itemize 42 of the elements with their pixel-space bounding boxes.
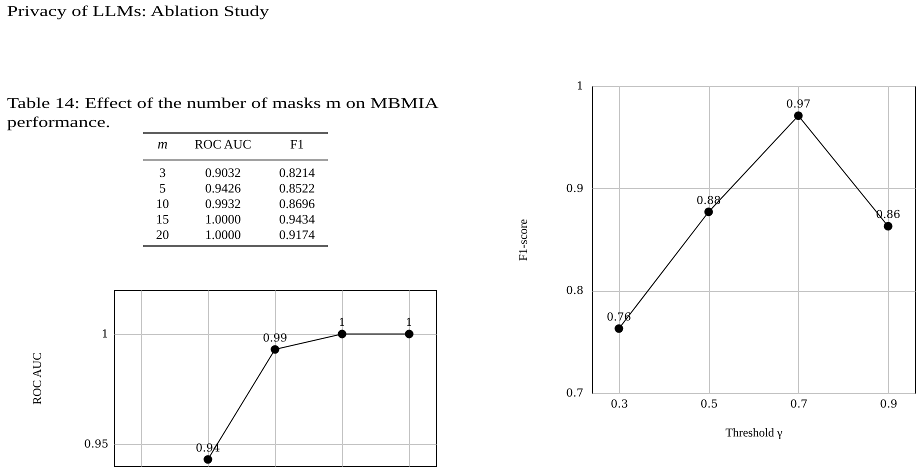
y-tick-label: 20 — [156, 227, 169, 242]
y-tick-label: 0.9 — [566, 182, 584, 195]
chart-title: Table 14: Effect of the number of masks m on MBMIA performance. — [7, 95, 439, 133]
data-label: 0.99 — [262, 331, 288, 344]
point — [338, 330, 346, 338]
data-label: 0.8214 — [279, 164, 316, 180]
data-label: 0.8696 — [279, 196, 316, 211]
point — [614, 324, 624, 333]
x-tick-label: 0.5 — [700, 398, 718, 410]
x-tick-label: F1 — [290, 136, 304, 152]
point — [270, 345, 280, 354]
data-label: 1 — [338, 316, 346, 329]
data-label: 0.9426 — [205, 180, 242, 196]
data-label: 0.9434 — [279, 212, 316, 227]
y-axis-title: m — [157, 138, 168, 152]
point — [794, 111, 803, 120]
y-tick-label: 0.95 — [84, 438, 108, 450]
data-label: 0.9032 — [205, 164, 241, 180]
data-label: 0.97 — [786, 98, 811, 111]
data-label: 0.9932 — [205, 196, 241, 211]
text: Privacy of LLMs: Ablation Study — [7, 3, 270, 22]
point — [204, 455, 212, 464]
data-label: 1.0000 — [205, 227, 241, 242]
y-tick-label: 10 — [156, 196, 169, 211]
data-label: 0.9174 — [279, 227, 316, 242]
y-tick-label: 15 — [156, 212, 169, 227]
x-tick-label: 0.7 — [790, 398, 808, 410]
data-label: 1 — [406, 316, 413, 329]
y-axis-title: F1-score — [516, 219, 530, 261]
data-label: 0.8522 — [279, 180, 315, 196]
y-tick-label: 0.7 — [566, 386, 584, 400]
x-tick-label: 0.3 — [610, 398, 628, 410]
point — [404, 330, 414, 338]
y-tick-label: 5 — [159, 180, 166, 196]
y-tick-label: 0.8 — [566, 284, 584, 298]
x-tick-label: 0.9 — [880, 398, 898, 410]
point — [884, 222, 892, 231]
data-label: 1.0000 — [205, 212, 241, 227]
y-tick-label: 1 — [576, 80, 584, 92]
y-tick-label: 3 — [159, 164, 166, 180]
point — [704, 208, 713, 216]
x-axis-title: Threshold γ — [726, 426, 784, 440]
